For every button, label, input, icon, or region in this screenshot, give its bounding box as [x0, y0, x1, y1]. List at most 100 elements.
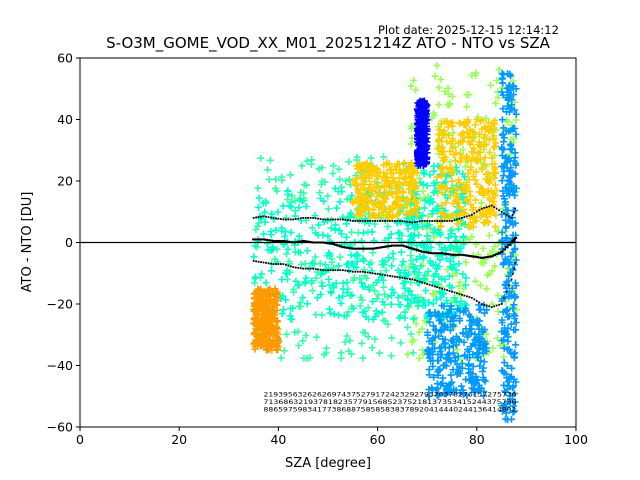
- mean-mark: [356, 247, 360, 250]
- spread-dot: [468, 214, 471, 217]
- spread-dot: [304, 267, 307, 270]
- spread-dot: [379, 273, 381, 276]
- spread-dot: [421, 281, 424, 284]
- mean-mark: [497, 251, 502, 254]
- mean-mark: [296, 240, 301, 243]
- mean-mark: [475, 256, 479, 259]
- mean-mark: [361, 247, 365, 250]
- mean-mark: [348, 247, 353, 250]
- spread-dot: [456, 292, 458, 295]
- mean-mark: [465, 254, 469, 257]
- count-label-row: 2193956326262697437527917242329279376378…: [264, 391, 517, 398]
- mean-mark: [495, 253, 499, 256]
- mean-mark: [470, 255, 474, 258]
- y-tick-label: −60: [47, 420, 73, 435]
- spread-dot: [418, 280, 421, 283]
- mean-mark: [343, 246, 348, 249]
- spread-dot: [369, 271, 372, 274]
- mean-mark: [333, 243, 338, 246]
- spread-dot: [322, 269, 324, 272]
- mean-mark: [338, 245, 343, 248]
- spread-dot: [406, 277, 409, 280]
- mean-mark: [266, 239, 271, 242]
- spread-dot: [332, 269, 334, 272]
- mean-mark: [286, 240, 291, 243]
- spread-dot: [282, 263, 285, 265]
- spread-dot: [458, 217, 461, 220]
- spread-dot: [478, 301, 481, 304]
- spread-dot: [374, 272, 377, 275]
- mean-mark: [304, 240, 308, 243]
- spread-dot: [324, 218, 327, 221]
- spread-dot: [386, 274, 389, 277]
- spread-dot: [495, 207, 498, 210]
- mean-mark: [279, 239, 283, 242]
- spread-dot: [344, 218, 347, 221]
- spread-dot: [511, 273, 514, 275]
- mean-mark: [513, 236, 518, 239]
- spread-dot: [443, 220, 446, 222]
- spread-dot: [341, 218, 344, 221]
- spread-dot: [312, 267, 315, 270]
- mean-mark: [428, 251, 432, 254]
- mean-mark: [398, 244, 402, 247]
- mean-mark: [487, 255, 492, 258]
- spread-dot: [304, 217, 307, 219]
- spread-dot: [262, 215, 265, 218]
- mean-mark: [306, 240, 311, 243]
- spread-dot: [438, 286, 441, 289]
- mean-mark: [341, 246, 345, 249]
- spread-dot: [510, 278, 513, 281]
- spread-dot: [423, 220, 426, 222]
- spread-dot: [431, 284, 434, 287]
- mean-mark: [358, 247, 363, 250]
- spread-dot: [294, 266, 297, 269]
- spread-dot: [386, 220, 389, 222]
- mean-mark: [326, 242, 330, 245]
- mean-mark: [257, 238, 261, 241]
- spread-dot: [511, 213, 514, 216]
- spread-dot: [500, 210, 503, 213]
- spread-dot: [433, 285, 436, 288]
- point-cloud-5: [250, 285, 282, 354]
- mean-mark: [368, 247, 373, 250]
- spread-dot: [327, 218, 329, 221]
- spread-dot: [309, 217, 312, 219]
- mean-mark: [281, 239, 286, 242]
- spread-dot: [299, 267, 302, 270]
- spread-dot: [488, 205, 491, 208]
- spread-dot: [391, 220, 394, 222]
- spread-dot: [319, 268, 322, 271]
- spread-dot: [252, 217, 255, 219]
- x-axis: 0 20 40 60 80 100: [76, 427, 588, 447]
- spread-dot: [448, 220, 451, 222]
- data-points: [250, 61, 520, 424]
- spread-dot: [332, 218, 334, 221]
- x-tick-label: 100: [564, 432, 588, 447]
- mean-mark: [346, 246, 350, 249]
- mean-mark: [264, 238, 268, 241]
- spread-dot: [431, 220, 434, 222]
- mean-mark: [378, 246, 383, 249]
- spread-dot: [416, 220, 419, 223]
- spread-dot: [351, 270, 354, 273]
- mean-mark: [500, 250, 504, 253]
- spread-dot: [287, 218, 290, 221]
- spread-dot: [277, 263, 280, 265]
- mean-mark: [423, 251, 427, 254]
- spread-dot: [302, 267, 305, 270]
- spread-dot: [475, 210, 478, 213]
- mean-mark: [388, 244, 392, 247]
- spread-dot: [403, 220, 406, 223]
- spread-dot: [401, 276, 404, 279]
- spread-dot: [270, 262, 272, 265]
- spread-dot: [441, 220, 443, 222]
- spread-dot: [329, 269, 332, 272]
- point-cloud-4: [433, 116, 500, 231]
- x-tick-label: 60: [370, 432, 386, 447]
- spread-dot: [351, 220, 354, 222]
- spread-dot: [426, 283, 429, 285]
- mean-mark: [274, 239, 278, 242]
- spread-dot: [433, 220, 436, 222]
- spread-dot: [255, 216, 257, 219]
